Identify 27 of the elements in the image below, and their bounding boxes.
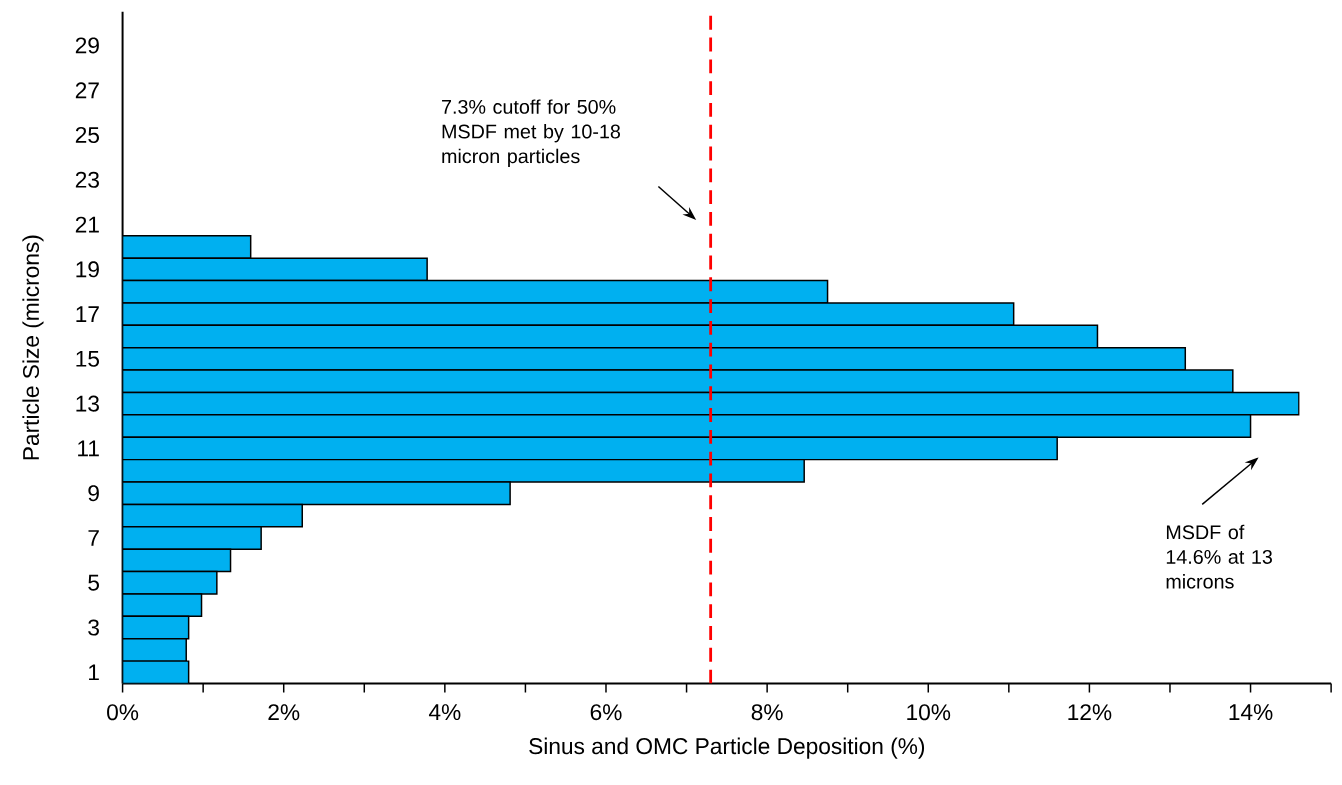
x-tick-label: 14% (1229, 704, 1273, 721)
y-tick-label: 15 (76, 351, 99, 368)
x-tick-label: 8% (751, 704, 783, 721)
x-tick-label: 4% (428, 704, 461, 721)
y-tick-label: 9 (88, 485, 99, 502)
x-tick-label: 10% (907, 704, 951, 721)
annotation: MSDF of 14.6% at 13 microns (1166, 524, 1272, 589)
x-tick-label: 0% (107, 704, 139, 721)
y-tick-label: 5 (88, 575, 99, 591)
y-tick-label: 1 (89, 664, 99, 681)
y-tick-label: 27 (75, 82, 99, 99)
y-tick-label: 21 (75, 216, 99, 233)
y-axis-title: Particle Size (microns) (22, 235, 44, 460)
annotation: 7.3% cutoff for 50% MSDF met by 10-18 micron particles (442, 99, 621, 168)
y-tick-label: 29 (75, 37, 99, 54)
x-tick-label: 2% (268, 704, 300, 721)
y-tick-label: 13 (76, 395, 99, 412)
y-tick-label: 11 (78, 440, 99, 457)
x-tick-label: 6% (590, 704, 622, 721)
y-tick-label: 23 (75, 171, 99, 189)
y-tick-label: 3 (88, 619, 99, 636)
y-tick-label: 7 (88, 530, 99, 547)
x-tick-label: 12% (1068, 704, 1112, 721)
y-tick-label: 25 (75, 127, 99, 144)
y-tick-label: 19 (76, 261, 99, 278)
y-tick-label: 17 (76, 306, 99, 323)
x-axis-title: Sinus and OMC Particle Deposition (%) (529, 737, 925, 759)
